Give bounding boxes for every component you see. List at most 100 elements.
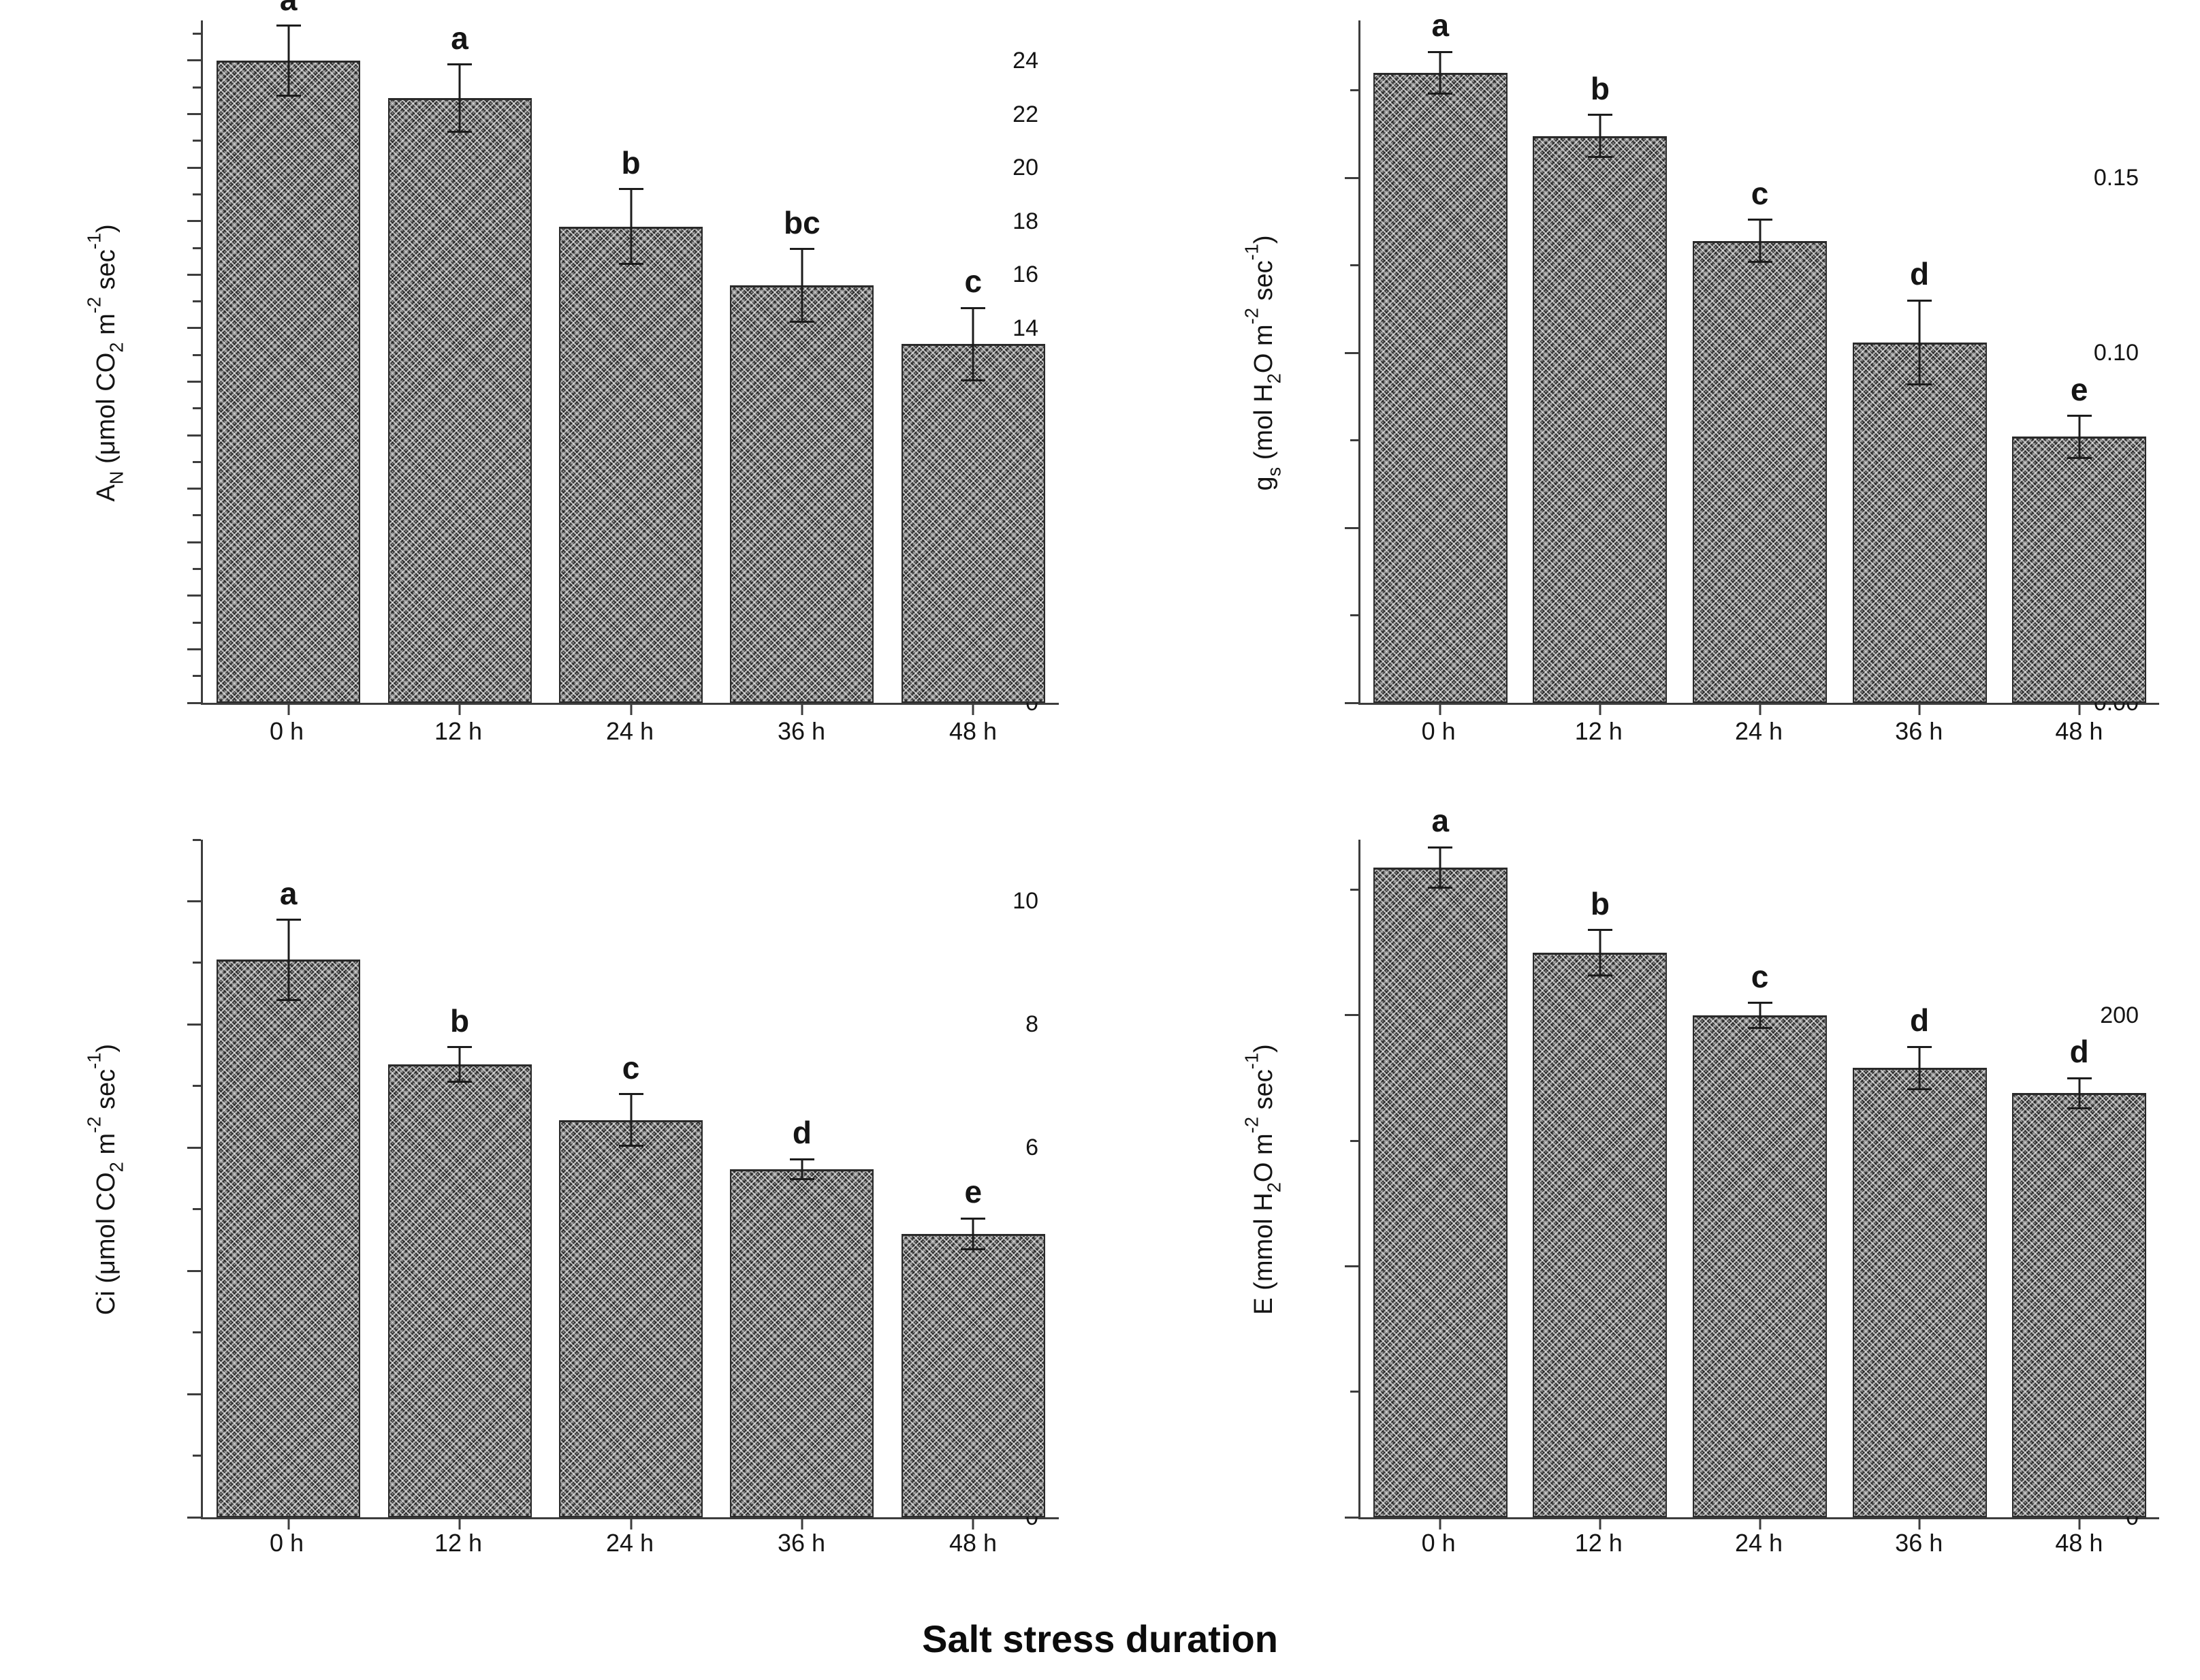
significance-letter: b [621, 144, 641, 180]
y-tick-label: 0.10 [2093, 340, 2139, 366]
y-tick [1350, 614, 1358, 617]
error-bar-cap-bottom [789, 1177, 814, 1180]
significance-letter: bc [784, 204, 820, 240]
bar-24h [1692, 1015, 1828, 1517]
bar-24h [1692, 240, 1828, 703]
plot-area: 0100200abcdd [1345, 805, 2159, 1530]
error-bar [1439, 52, 1441, 94]
y-tick [1350, 264, 1358, 267]
y-tick [193, 33, 201, 35]
error-bar-cap-bottom [1907, 1088, 1932, 1091]
x-category-label: 0 h [269, 1529, 304, 1557]
y-axis-label-segment: -1 [1241, 243, 1262, 260]
chart-panel-an: AN (μmol CO2 m-2 sec-1) 0246810121416182… [0, 0, 1100, 785]
significance-letter: c [964, 264, 983, 300]
y-axis-label-segment: m [92, 313, 121, 342]
error-bar-cap-top [961, 306, 986, 309]
error-bar-cap-top [789, 1158, 814, 1160]
y-tick [193, 568, 201, 571]
x-tick [1918, 705, 1921, 715]
x-category-labels: 0 h 12 h 24 h 36 h 48 h [1358, 717, 2159, 758]
bar-48h [2012, 437, 2147, 703]
y-tick [193, 675, 201, 678]
chart-panel-gs: gs (mol H2O m-2 sec-1) 0.000.050.100.15a… [1100, 0, 2200, 785]
x-tick [458, 1519, 461, 1530]
error-bar-cap-top [961, 1217, 986, 1220]
y-tick [193, 300, 201, 303]
y-axis-label-segment: 2 [106, 1162, 127, 1173]
y-axis-label-segment: -2 [83, 1116, 105, 1133]
error-bar-cap-bottom [789, 320, 814, 323]
y-axis-label-segment: 2 [106, 341, 127, 353]
y-tick-label: 18 [1013, 208, 1038, 234]
error-bar-cap-bottom [961, 1248, 986, 1251]
y-tick [193, 1085, 201, 1088]
error-bar-cap-top [1587, 929, 1612, 932]
error-bar-cap-bottom [618, 1145, 643, 1147]
error-bar-cap-top [276, 25, 301, 27]
x-tick [2078, 1519, 2081, 1530]
error-bar [1759, 1002, 1761, 1028]
y-axis-label-segment: (μmol CO [92, 352, 121, 471]
significance-letter: b [1590, 885, 1610, 921]
chart-grid: AN (μmol CO2 m-2 sec-1) 0246810121416182… [0, 0, 2200, 1570]
error-bar-cap-top [1907, 299, 1932, 302]
significance-letter: c [1751, 175, 1769, 211]
x-category-label: 48 h [2055, 1529, 2103, 1557]
y-axis-label-segment: ) [1249, 1044, 1279, 1053]
y-tick [193, 838, 201, 841]
y-tick-label: 6 [1025, 1135, 1038, 1161]
y-tick [187, 220, 201, 223]
error-bar-cap-bottom [276, 94, 301, 97]
bar-48h [901, 1233, 1045, 1517]
y-axis-label-segment: E (mmol H [1249, 1192, 1279, 1315]
y-tick-label: 14 [1013, 315, 1038, 341]
error-bar [801, 1159, 803, 1179]
y-tick [193, 353, 201, 356]
y-axis-label-segment: Ci (μmol CO [92, 1172, 121, 1316]
y-tick [1345, 1516, 1358, 1519]
plot-area: 024681012141618202224aabbcc [187, 0, 1059, 715]
x-tick [801, 705, 803, 715]
y-tick [193, 247, 201, 249]
x-category-labels: 0 h 12 h 24 h 36 h 48 h [201, 1529, 1059, 1570]
significance-letter: d [792, 1115, 812, 1151]
y-axis-label-segment: ) [92, 223, 121, 233]
significance-letter: b [450, 1002, 470, 1039]
y-axis-label-segment: O m [1249, 323, 1279, 373]
y-tick [187, 900, 201, 902]
x-category-label: 12 h [1574, 717, 1623, 745]
y-axis-label-segment: -1 [83, 232, 105, 249]
error-bar-cap-top [447, 1046, 473, 1049]
x-category-label: 0 h [1421, 1529, 1456, 1557]
x-category-label: 48 h [948, 717, 998, 745]
x-tick [1759, 1519, 1761, 1530]
y-tick [187, 273, 201, 276]
x-tick [972, 1519, 974, 1530]
error-bar-cap-bottom [2067, 456, 2092, 459]
error-bar [801, 249, 803, 322]
y-axis-label-segment: ) [92, 1043, 121, 1053]
x-category-label: 12 h [434, 717, 483, 745]
error-bar-cap-bottom [1587, 155, 1612, 158]
error-bar [1599, 930, 1601, 975]
y-axis-label-segment: s [1263, 466, 1285, 477]
y-axis-label-segment: sec [92, 249, 121, 297]
y-tick-label: 0.15 [2093, 165, 2139, 191]
x-tick [1918, 1519, 1921, 1530]
error-bar-cap-top [276, 919, 301, 921]
x-tick [972, 705, 974, 715]
x-category-label: 0 h [1421, 717, 1456, 745]
x-category-label: 0 h [269, 717, 304, 745]
x-category-labels: 0 h 12 h 24 h 36 h 48 h [201, 717, 1059, 758]
x-tick [801, 1519, 803, 1530]
x-tick [630, 1519, 632, 1530]
y-tick [187, 1516, 201, 1519]
error-bar-cap-bottom [1747, 1026, 1772, 1029]
y-tick [187, 1393, 201, 1395]
y-tick [1345, 1014, 1358, 1017]
x-category-label: 24 h [605, 1529, 654, 1557]
significance-letter: e [964, 1174, 983, 1210]
y-tick [193, 460, 201, 463]
